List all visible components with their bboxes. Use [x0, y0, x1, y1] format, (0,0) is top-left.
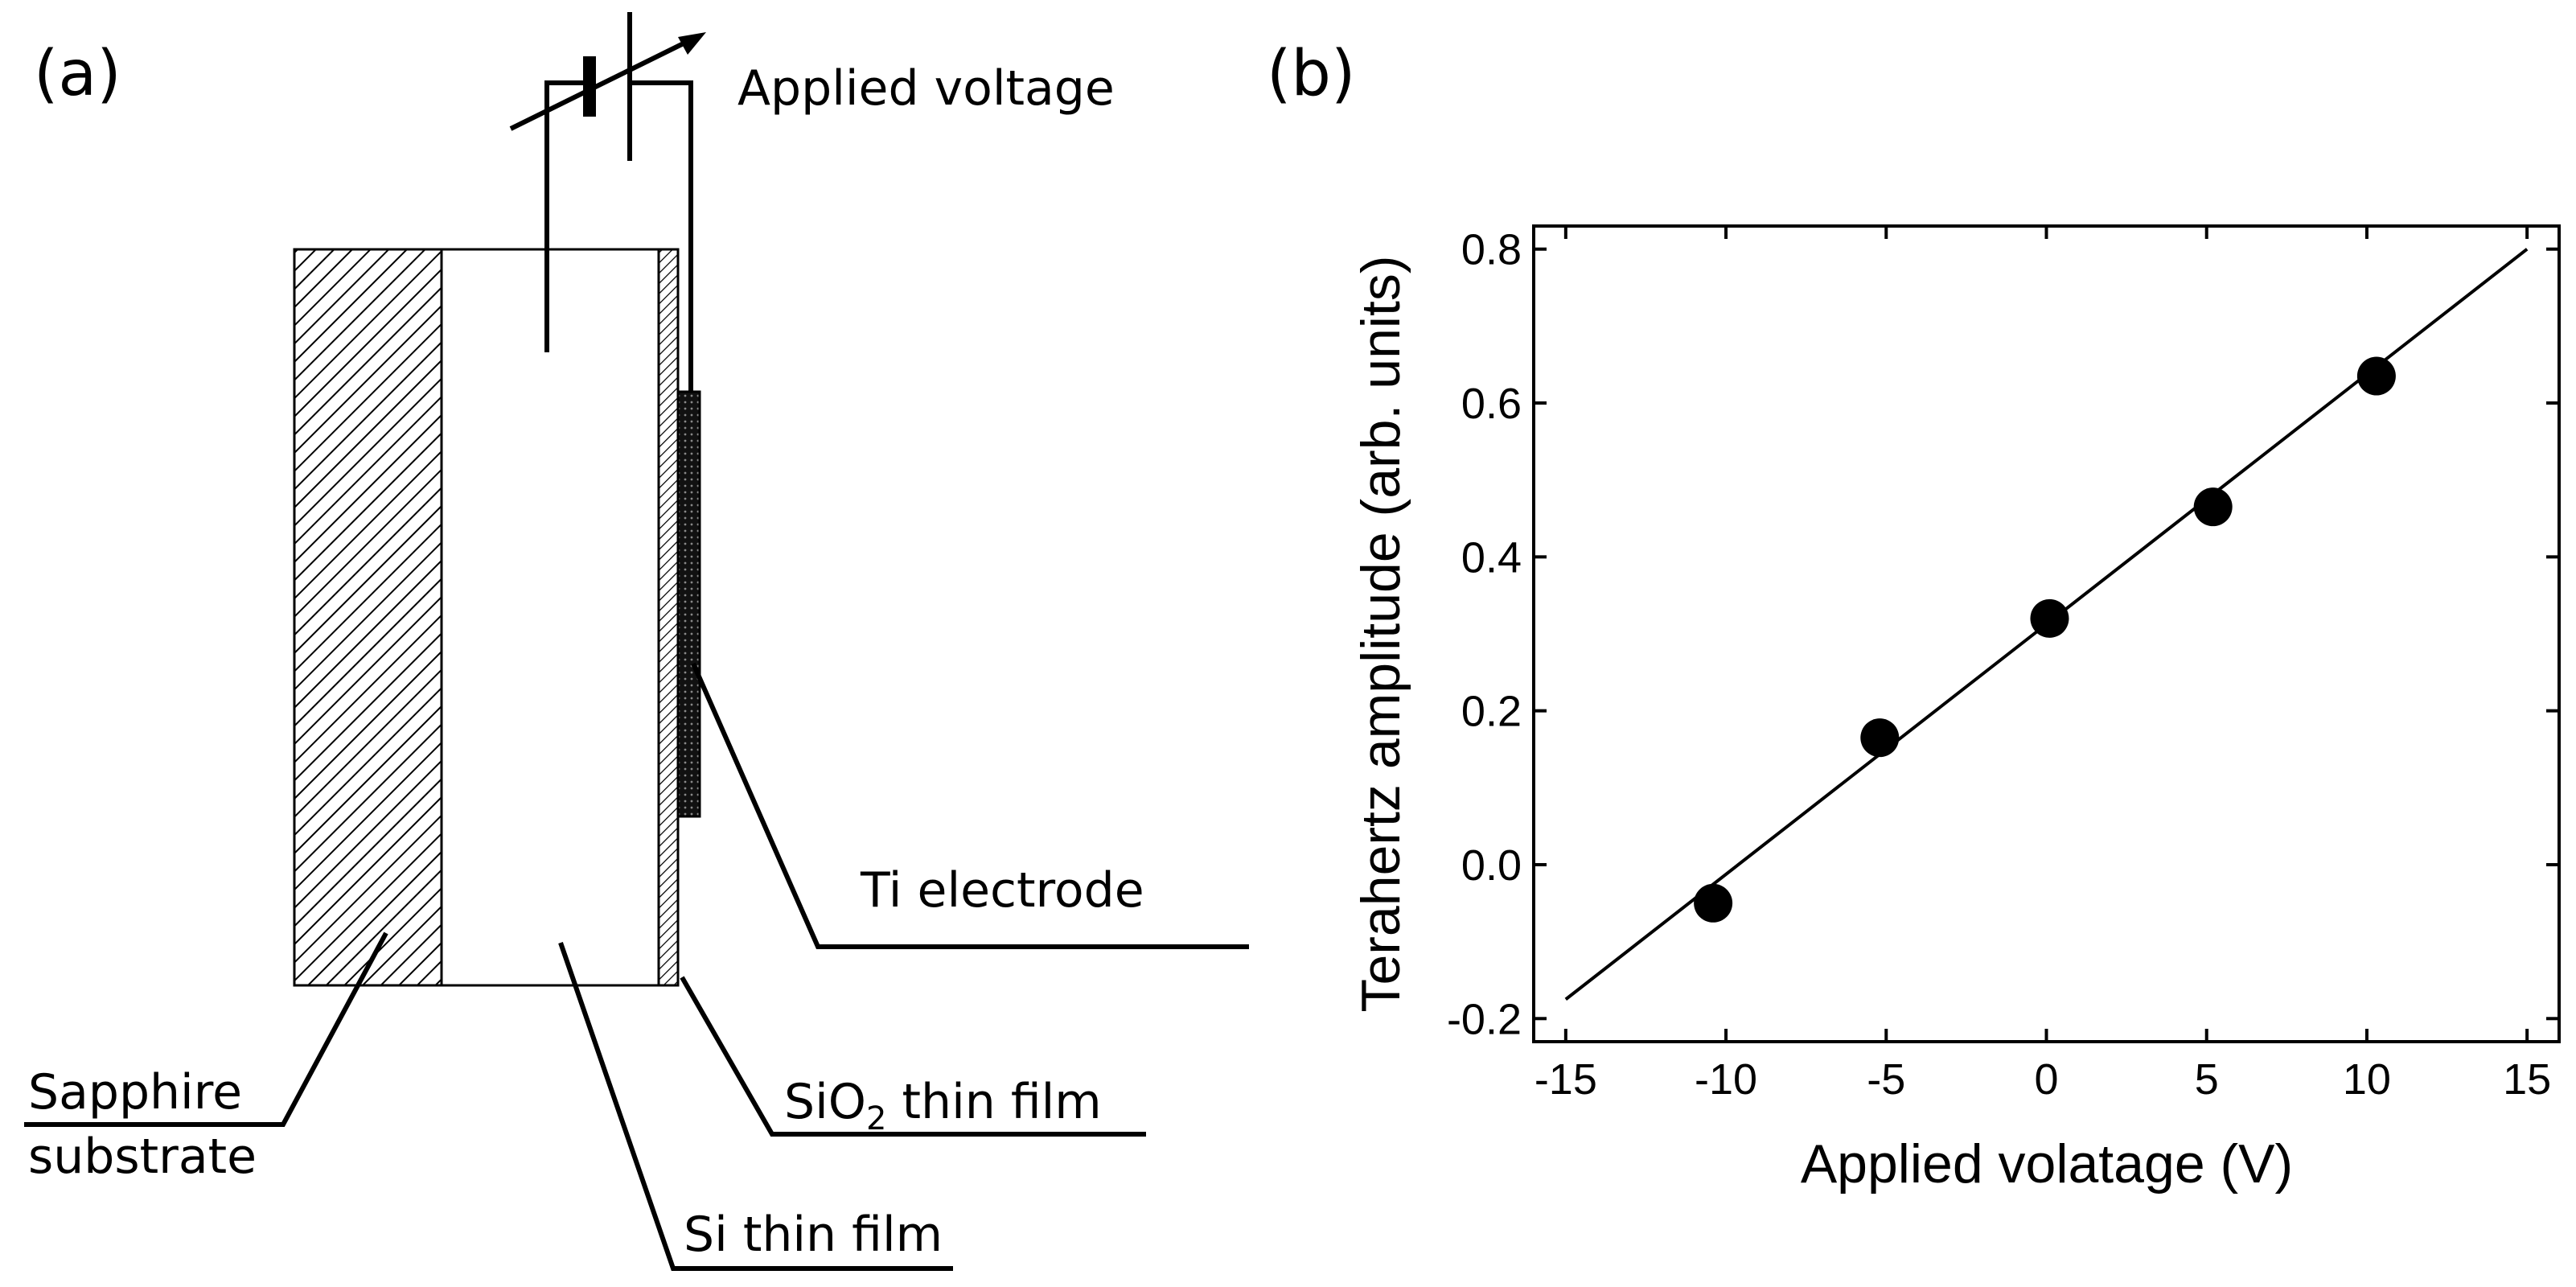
x-tick-label: 0 [2034, 1055, 2058, 1104]
applied-voltage-label: Applied voltage [737, 60, 1115, 117]
sio2-thin-film-layer [657, 248, 680, 987]
y-tick-label: 0.4 [1461, 533, 1522, 582]
leader-lines [24, 662, 1249, 1271]
x-tick-label: -15 [1535, 1055, 1597, 1104]
x-axis-title: Applied volatage (V) [1801, 1133, 2293, 1194]
y-tick-label: 0.6 [1461, 380, 1522, 428]
panel-a: (a) Applied voltage Ti electrode [24, 12, 1249, 1271]
sio2-label-prefix: SiO [784, 1074, 866, 1130]
y-axis-title: Terahertz amplitude (arb. units) [1350, 255, 1411, 1012]
sapphire-label-line2: substrate [28, 1129, 257, 1185]
sapphire-label-line1: Sapphire [28, 1064, 242, 1120]
y-tick-label: -0.2 [1447, 995, 1522, 1043]
y-tick-label: 0.8 [1461, 226, 1522, 274]
data-point [1694, 883, 1733, 923]
si-thin-film-label: Si thin film [684, 1207, 943, 1263]
panel-b: (b) -15 -10 -5 0 5 10 15 -0.2 0.0 0.2 0.4 0.6 0.8 Ap… [1267, 38, 2561, 1194]
ti-electrode [676, 390, 701, 818]
y-tick-label: 0.0 [1461, 841, 1522, 890]
circuit-wires [509, 12, 693, 392]
panel-a-label: (a) [34, 38, 121, 110]
y-tick-label: 0.2 [1461, 688, 1522, 736]
sio2-label-suffix: thin film [886, 1074, 1101, 1130]
plot-area: -15 -10 -5 0 5 10 15 -0.2 0.0 0.2 0.4 0.6 0.8 [1447, 226, 2559, 1104]
data-point [2356, 356, 2396, 396]
sio2-label: SiO2 thin film [784, 1074, 1102, 1137]
sapphire-substrate [293, 248, 443, 987]
x-tick-label: 15 [2503, 1055, 2551, 1104]
data-point [1860, 718, 1900, 758]
data-point [2030, 598, 2069, 638]
ti-electrode-label: Ti electrode [860, 862, 1144, 919]
sio2-label-subscript: 2 [866, 1100, 886, 1137]
x-tick-label: 5 [2195, 1055, 2219, 1104]
variable-arrow-head-icon [678, 32, 706, 55]
x-tick-label: 10 [2343, 1055, 2391, 1104]
si-thin-film-layer [440, 248, 660, 987]
data-point [2193, 487, 2233, 527]
x-tick-label: -10 [1695, 1055, 1757, 1104]
panel-b-label: (b) [1267, 38, 1355, 110]
x-tick-label: -5 [1867, 1055, 1905, 1104]
